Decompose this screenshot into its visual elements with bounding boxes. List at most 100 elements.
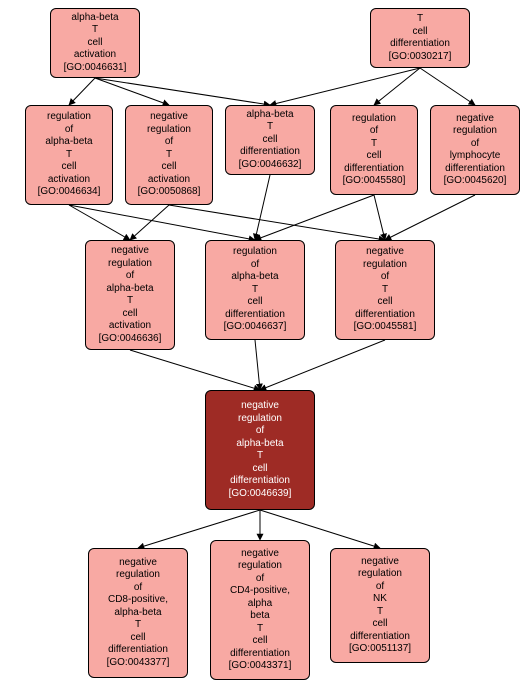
node-text-line: [GO:0030217] xyxy=(389,51,452,64)
node-text-line: T xyxy=(166,149,172,162)
node-text-line: of xyxy=(370,125,378,138)
edge-n4-n8 xyxy=(255,175,270,240)
node-text-line: cell xyxy=(262,134,277,147)
edge-n7-n10 xyxy=(130,350,260,390)
node-text-line: activation xyxy=(109,320,151,333)
edge-n9-n10 xyxy=(260,340,385,390)
node-text-line: differentiation xyxy=(445,163,505,176)
node-text-line: of xyxy=(134,582,142,595)
node-text-line: negative xyxy=(456,113,494,126)
edge-n5-n8 xyxy=(255,195,374,240)
node-text-line: T xyxy=(257,450,263,463)
node-text-line: negative xyxy=(361,556,399,569)
edge-n6-n9 xyxy=(385,195,475,240)
node-text-line: T xyxy=(135,619,141,632)
node-text-line: regulation xyxy=(352,113,396,126)
node-text-line: cell xyxy=(412,26,427,39)
node-text-line: negative xyxy=(241,400,279,413)
node-text-line: cell xyxy=(372,618,387,631)
node-text-line: of xyxy=(376,581,384,594)
edge-n8-n10 xyxy=(255,340,260,390)
node-text-line: regulation xyxy=(116,569,160,582)
node-text-line: T xyxy=(252,284,258,297)
graph-node-n5: regulationofTcelldifferentiation[GO:0045… xyxy=(330,105,418,195)
node-text-line: of xyxy=(65,124,73,137)
graph-node-n11: negativeregulationofCD8-positive,alpha-b… xyxy=(88,548,188,678)
node-text-line: [GO:0046634] xyxy=(38,186,101,199)
graph-node-n7: negativeregulationofalpha-betaTcellactiv… xyxy=(85,240,175,350)
edge-n1-n6 xyxy=(420,68,475,105)
node-text-line: [GO:0051137] xyxy=(349,643,411,656)
node-text-line: regulation xyxy=(233,246,277,259)
node-text-line: [GO:0045580] xyxy=(343,175,406,188)
node-text-line: differentiation xyxy=(355,309,415,322)
node-text-line: [GO:0046637] xyxy=(224,321,287,334)
node-text-line: activation xyxy=(74,49,116,62)
node-text-line: regulation xyxy=(238,560,282,573)
node-text-line: of xyxy=(251,259,259,272)
node-text-line: lymphocyte xyxy=(450,150,501,163)
node-text-line: alpha-beta xyxy=(114,607,161,620)
node-text-line: cell xyxy=(366,150,381,163)
edge-n0-n4 xyxy=(95,78,270,105)
graph-node-n2: regulationofalpha-betaTcellactivation[GO… xyxy=(25,105,113,205)
node-text-line: T xyxy=(382,284,388,297)
node-text-line: differentiation xyxy=(344,163,404,176)
edge-n0-n3 xyxy=(95,78,169,105)
node-text-line: of xyxy=(126,270,134,283)
node-text-line: cell xyxy=(122,308,137,321)
edge-n5-n9 xyxy=(374,195,385,240)
edge-n1-n4 xyxy=(270,68,420,105)
node-text-line: beta xyxy=(250,610,269,623)
graph-node-n10: negativeregulationofalpha-betaTcelldiffe… xyxy=(205,390,315,510)
node-text-line: [GO:0045581] xyxy=(354,321,417,334)
node-text-line: alpha-beta xyxy=(106,283,153,296)
node-text-line: negative xyxy=(150,111,188,124)
node-text-line: CD8-positive, xyxy=(108,594,168,607)
node-text-line: regulation xyxy=(363,259,407,272)
graph-node-n0: alpha-betaTcellactivation[GO:0046631] xyxy=(50,8,140,78)
node-text-line: [GO:0046639] xyxy=(229,488,292,501)
node-text-line: T xyxy=(127,295,133,308)
node-text-line: of xyxy=(471,138,479,151)
edge-n2-n7 xyxy=(69,205,130,240)
node-text-line: differentiation xyxy=(108,644,168,657)
node-text-line: regulation xyxy=(147,124,191,137)
node-text-line: [GO:0046632] xyxy=(239,159,302,172)
node-text-line: cell xyxy=(161,161,176,174)
node-text-line: [GO:0045620] xyxy=(444,175,507,188)
node-text-line: regulation xyxy=(108,258,152,271)
node-text-line: of xyxy=(381,271,389,284)
node-text-line: of xyxy=(256,425,264,438)
node-text-line: of xyxy=(165,136,173,149)
node-text-line: negative xyxy=(366,246,404,259)
node-text-line: T xyxy=(377,606,383,619)
node-text-line: of xyxy=(256,573,264,586)
node-text-line: alpha-beta xyxy=(246,109,293,122)
node-text-line: cell xyxy=(87,37,102,50)
node-text-line: differentiation xyxy=(350,631,410,644)
graph-node-n13: negativeregulationofNKTcelldifferentiati… xyxy=(330,548,430,663)
edge-n1-n5 xyxy=(374,68,420,105)
edge-n3-n9 xyxy=(169,205,385,240)
node-text-line: [GO:0050868] xyxy=(138,186,201,199)
node-text-line: alpha-beta xyxy=(236,438,283,451)
node-text-line: T xyxy=(257,623,263,636)
graph-node-n8: regulationofalpha-betaTcelldifferentiati… xyxy=(205,240,305,340)
node-text-line: [GO:0043371] xyxy=(229,660,292,673)
node-text-line: cell xyxy=(252,635,267,648)
node-text-line: cell xyxy=(247,296,262,309)
node-text-line: activation xyxy=(48,174,90,187)
node-text-line: regulation xyxy=(453,125,497,138)
node-text-line: alpha xyxy=(248,598,272,611)
node-text-line: NK xyxy=(373,593,387,606)
graph-node-n6: negativeregulationoflymphocytedifferenti… xyxy=(430,105,520,195)
node-text-line: alpha-beta xyxy=(231,271,278,284)
node-text-line: cell xyxy=(130,632,145,645)
node-text-line: T xyxy=(92,24,98,37)
edge-n0-n2 xyxy=(69,78,95,105)
node-text-line: activation xyxy=(148,174,190,187)
node-text-line: negative xyxy=(119,557,157,570)
node-text-line: regulation xyxy=(358,568,402,581)
graph-node-n12: negativeregulationofCD4-positive,alphabe… xyxy=(210,540,310,680)
